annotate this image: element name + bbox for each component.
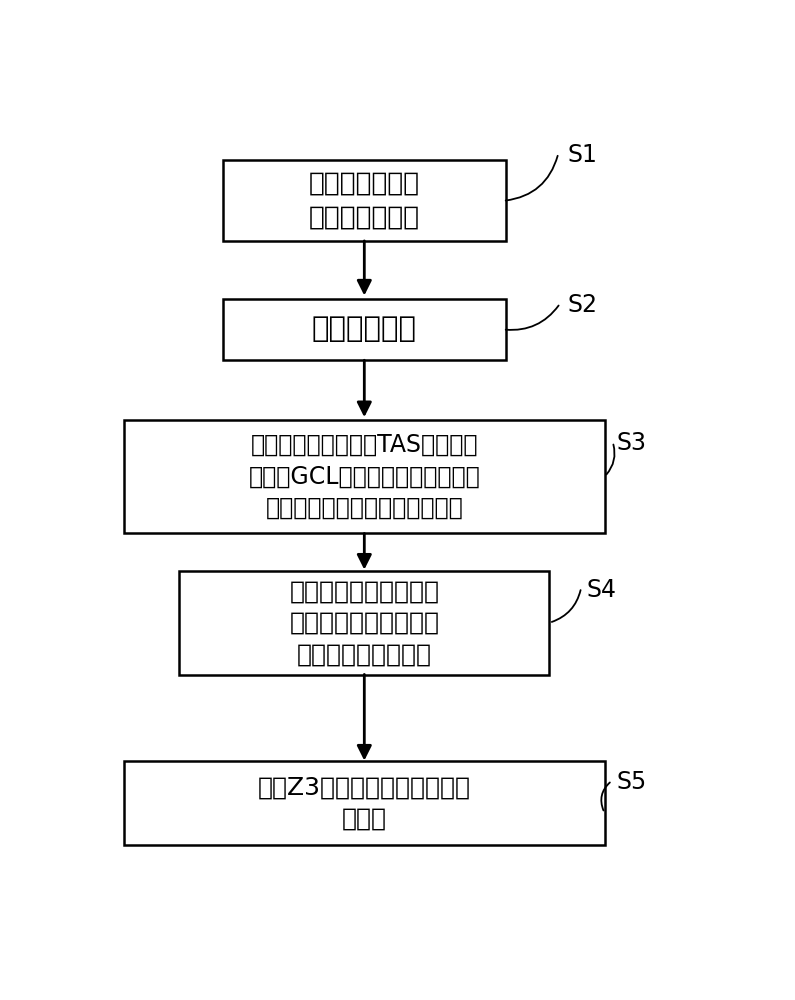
Bar (223, 160, 506, 241)
Text: 利用Z3求解器求解得出最终优
化结果: 利用Z3求解器求解得出最终优 化结果 (258, 775, 471, 831)
Text: 在传输过程中利用本发
明设计的影子队列方法
对流量进行缓存调度: 在传输过程中利用本发 明设计的影子队列方法 对流量进行缓存调度 (289, 579, 440, 666)
Bar (124, 420, 605, 533)
Text: 定义网络拓扑中
各流量特征参数: 定义网络拓扑中 各流量特征参数 (308, 171, 420, 231)
Bar (180, 571, 549, 675)
Bar (223, 299, 506, 360)
Text: 建立目标函数: 建立目标函数 (312, 315, 417, 343)
Text: S5: S5 (617, 770, 647, 794)
Text: S3: S3 (617, 431, 647, 455)
Text: S1: S1 (568, 143, 598, 167)
Text: 利用时间感知整型器TAS设计门控
制列表GCL并在传输过程中通过各
个约束条件规定流量的传输规则: 利用时间感知整型器TAS设计门控 制列表GCL并在传输过程中通过各 个约束条件规… (248, 433, 480, 520)
Text: S4: S4 (586, 578, 616, 602)
Bar (124, 761, 605, 845)
Text: S2: S2 (568, 293, 598, 317)
